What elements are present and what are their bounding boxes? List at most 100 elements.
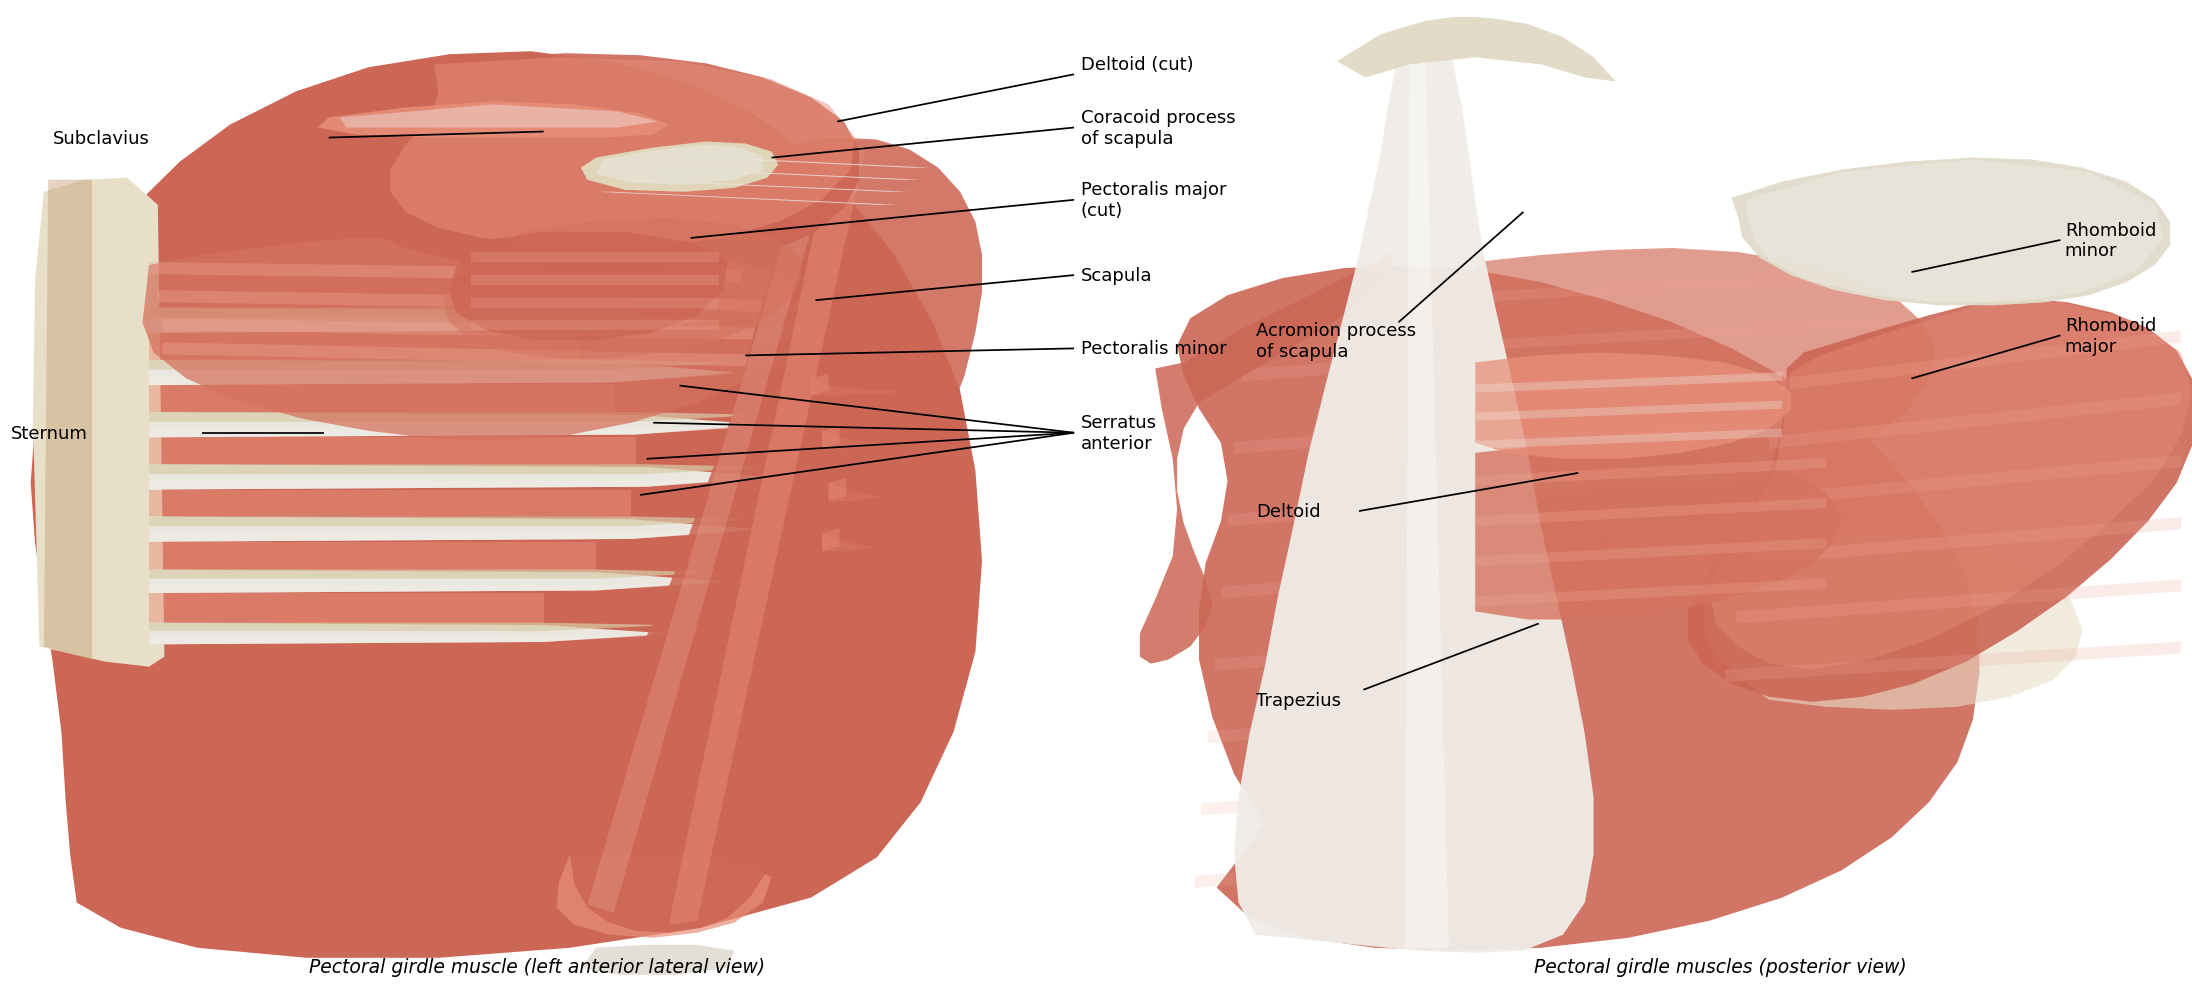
- Text: Trapezius: Trapezius: [1256, 691, 1342, 709]
- Polygon shape: [340, 105, 658, 128]
- Polygon shape: [149, 308, 701, 318]
- Polygon shape: [829, 478, 846, 502]
- Polygon shape: [1475, 268, 1914, 303]
- Polygon shape: [1234, 35, 1594, 953]
- Text: Acromion process
of scapula: Acromion process of scapula: [1256, 322, 1416, 360]
- Polygon shape: [1201, 785, 1475, 815]
- Polygon shape: [1475, 498, 1826, 527]
- Polygon shape: [1688, 299, 2192, 702]
- Polygon shape: [340, 54, 859, 273]
- Polygon shape: [149, 360, 734, 370]
- Polygon shape: [149, 426, 763, 438]
- Text: Pectoral girdle muscle (left anterior lateral view): Pectoral girdle muscle (left anterior la…: [309, 958, 765, 976]
- Text: Pectoral girdle muscles (posterior view): Pectoral girdle muscles (posterior view): [1534, 958, 1907, 976]
- Polygon shape: [318, 102, 669, 138]
- Polygon shape: [471, 321, 719, 331]
- Polygon shape: [614, 181, 910, 193]
- Polygon shape: [1732, 158, 2170, 306]
- Polygon shape: [581, 142, 778, 193]
- Polygon shape: [158, 291, 807, 313]
- Polygon shape: [149, 322, 701, 334]
- Polygon shape: [44, 181, 92, 660]
- Polygon shape: [1703, 534, 2082, 710]
- Polygon shape: [149, 412, 763, 438]
- Polygon shape: [669, 142, 866, 925]
- Text: Coracoid process
of scapula: Coracoid process of scapula: [1081, 109, 1236, 147]
- Polygon shape: [1747, 160, 2164, 303]
- Polygon shape: [149, 570, 723, 594]
- Polygon shape: [149, 334, 581, 360]
- Polygon shape: [1710, 303, 2192, 670]
- Polygon shape: [822, 529, 840, 552]
- Polygon shape: [1732, 158, 2170, 306]
- Polygon shape: [162, 343, 800, 368]
- Polygon shape: [1769, 393, 2181, 449]
- Polygon shape: [149, 464, 772, 490]
- Text: Deltoid (cut): Deltoid (cut): [1081, 56, 1192, 74]
- Polygon shape: [1195, 858, 1475, 888]
- Polygon shape: [471, 299, 719, 309]
- Polygon shape: [811, 374, 829, 396]
- Polygon shape: [829, 483, 881, 502]
- Polygon shape: [1475, 353, 1791, 459]
- Text: Scapula: Scapula: [1081, 267, 1153, 285]
- Polygon shape: [1475, 458, 1826, 486]
- Text: Rhomboid
minor: Rhomboid minor: [2065, 222, 2157, 260]
- Polygon shape: [149, 386, 614, 412]
- Text: Sternum: Sternum: [11, 424, 88, 442]
- Polygon shape: [149, 360, 734, 386]
- Polygon shape: [822, 534, 872, 552]
- Polygon shape: [1475, 316, 1914, 351]
- Polygon shape: [1475, 539, 1826, 567]
- Polygon shape: [1475, 443, 1841, 620]
- Polygon shape: [811, 379, 910, 396]
- Polygon shape: [1214, 641, 1475, 671]
- Polygon shape: [1736, 580, 2181, 624]
- Polygon shape: [149, 583, 723, 594]
- Polygon shape: [596, 145, 763, 186]
- Polygon shape: [1337, 18, 1616, 82]
- Polygon shape: [149, 531, 756, 543]
- Text: Subclavius: Subclavius: [53, 129, 149, 147]
- Polygon shape: [1475, 249, 1936, 554]
- Polygon shape: [149, 308, 701, 334]
- Polygon shape: [557, 855, 772, 938]
- Polygon shape: [1475, 460, 1914, 495]
- Polygon shape: [1337, 18, 1616, 82]
- Polygon shape: [1475, 412, 1914, 447]
- Polygon shape: [162, 319, 811, 341]
- Polygon shape: [1228, 496, 1475, 527]
- Polygon shape: [587, 148, 833, 913]
- Polygon shape: [1475, 373, 1782, 393]
- Polygon shape: [636, 169, 921, 181]
- Polygon shape: [149, 517, 756, 527]
- Polygon shape: [149, 374, 734, 386]
- Polygon shape: [1475, 509, 1914, 544]
- Polygon shape: [1475, 401, 1782, 421]
- Text: Serratus
anterior: Serratus anterior: [1081, 414, 1157, 452]
- Text: Deltoid: Deltoid: [1256, 503, 1320, 521]
- Polygon shape: [149, 478, 772, 490]
- Polygon shape: [1234, 424, 1475, 454]
- Polygon shape: [658, 156, 932, 169]
- Polygon shape: [443, 219, 800, 359]
- Polygon shape: [1177, 266, 1979, 951]
- Polygon shape: [1475, 579, 1826, 607]
- Polygon shape: [822, 426, 840, 449]
- Polygon shape: [471, 276, 719, 286]
- Text: Pectoralis major
(cut): Pectoralis major (cut): [1081, 182, 1225, 220]
- Polygon shape: [149, 543, 596, 570]
- Polygon shape: [149, 623, 669, 645]
- Polygon shape: [149, 635, 669, 645]
- Polygon shape: [149, 623, 669, 632]
- Polygon shape: [596, 193, 899, 206]
- Polygon shape: [570, 138, 982, 933]
- Polygon shape: [1758, 455, 2181, 508]
- Polygon shape: [1725, 642, 2181, 682]
- Polygon shape: [1475, 364, 1914, 399]
- Polygon shape: [1747, 518, 2181, 566]
- Polygon shape: [581, 945, 734, 975]
- Polygon shape: [1405, 35, 1449, 948]
- Polygon shape: [471, 253, 719, 263]
- Polygon shape: [142, 236, 822, 441]
